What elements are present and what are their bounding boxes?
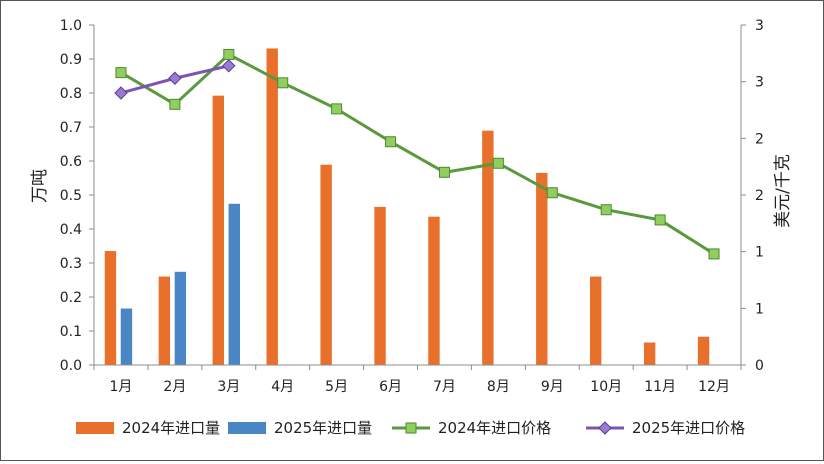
legend-label-3: 2025年进口价格 <box>632 419 745 437</box>
x-tick-label: 7月 <box>433 379 456 395</box>
legend-label-2: 2024年进口价格 <box>438 419 551 437</box>
line-point-2-10 <box>600 204 612 216</box>
line-point-2-7 <box>438 166 450 178</box>
y-tick-label-right: 1 <box>755 301 764 317</box>
y-tick-label-left: 0.7 <box>60 120 82 136</box>
bar-2024-4 <box>265 47 279 366</box>
line-series-2 <box>120 52 715 256</box>
legend-swatch-0 <box>76 422 114 434</box>
line-point-3-2 <box>168 71 182 85</box>
bar-2024-11 <box>643 341 656 366</box>
legend: 2024年进口量 2025年进口量 2024年进口价格 2025年进口价格 <box>76 419 745 437</box>
tick-labels-layer: 0.0 0.1 0.2 0.3 0.4 0.5 0.6 0.7 0.8 0.9 1.0 0 1 1 2 2 3 3… <box>60 18 764 395</box>
bar-2024-2 <box>158 275 171 366</box>
legend-label-1: 2025年进口量 <box>274 419 372 437</box>
line-point-2-9 <box>546 187 558 199</box>
y-tick-label-left: 0.3 <box>60 256 82 272</box>
axes-layer <box>89 24 746 370</box>
y-tick-label-right: 3 <box>755 75 764 91</box>
legend-swatch-1 <box>228 422 266 434</box>
y-tick-label-left: 0.4 <box>60 222 82 238</box>
x-tick-label: 9月 <box>541 379 564 395</box>
x-tick-label: 8月 <box>487 379 510 395</box>
y-axis-label-right: 美元/千克 <box>773 154 793 228</box>
y-tick-label-left: 0.1 <box>60 324 82 340</box>
y-tick-label-left: 0.5 <box>60 188 82 204</box>
lines-layer <box>114 48 720 260</box>
y-tick-label-right: 2 <box>755 131 764 147</box>
legend-marker-3 <box>598 421 612 435</box>
line-point-2-1 <box>115 67 127 79</box>
line-point-2-2 <box>169 98 181 110</box>
x-tick-label: 5月 <box>325 379 348 395</box>
line-point-2-12 <box>708 248 720 260</box>
bars-layer <box>104 47 710 366</box>
x-tick-label: 3月 <box>217 379 240 395</box>
line-point-2-11 <box>654 214 666 226</box>
y-tick-label-right: 0 <box>755 358 764 374</box>
bar-2024-3 <box>211 95 225 366</box>
y-tick-label-right: 3 <box>755 18 764 34</box>
line-point-3-1 <box>114 86 128 100</box>
y-tick-label-right: 1 <box>755 245 764 261</box>
y-axis-label-left: 万吨 <box>30 169 50 203</box>
y-tick-label-left: 0.2 <box>60 290 82 306</box>
x-tick-label: 6月 <box>379 379 402 395</box>
line-point-2-4 <box>277 77 289 89</box>
x-tick-label: 1月 <box>109 379 132 395</box>
y-axis-title-left: 万吨 <box>30 169 50 203</box>
bar-2024-6 <box>373 206 387 366</box>
bar-2024-10 <box>589 275 603 366</box>
bar-2024-9 <box>535 172 549 366</box>
y-tick-label-left: 1.0 <box>60 18 82 34</box>
y-tick-label-left: 0.9 <box>60 52 82 68</box>
x-tick-label: 2月 <box>163 379 186 395</box>
bar-2024-1 <box>104 250 117 366</box>
bar-2024-7 <box>427 216 441 366</box>
x-tick-label: 12月 <box>698 379 730 395</box>
legend-marker-2 <box>405 422 417 434</box>
x-tick-label: 11月 <box>644 379 676 395</box>
y-tick-label-left: 0.6 <box>60 154 82 170</box>
bar-2025-3 <box>227 203 241 366</box>
line-point-2-3 <box>223 48 235 60</box>
bar-2024-5 <box>319 164 333 366</box>
bar-2025-1 <box>120 307 133 366</box>
y-tick-label-left: 0.0 <box>60 358 82 374</box>
line-point-2-8 <box>492 157 504 169</box>
y-tick-label-left: 0.8 <box>60 86 82 102</box>
x-tick-label: 10月 <box>590 379 622 395</box>
line-point-2-6 <box>385 136 397 148</box>
line-point-3-3 <box>222 59 236 73</box>
line-point-2-5 <box>331 103 343 115</box>
y-axis-title-right: 美元/千克 <box>773 154 793 228</box>
legend-label-0: 2024年进口量 <box>122 419 220 437</box>
x-tick-label: 4月 <box>271 379 294 395</box>
bar-2024-12 <box>697 336 710 366</box>
bar-2025-2 <box>174 271 187 366</box>
y-tick-label-right: 2 <box>755 188 764 204</box>
